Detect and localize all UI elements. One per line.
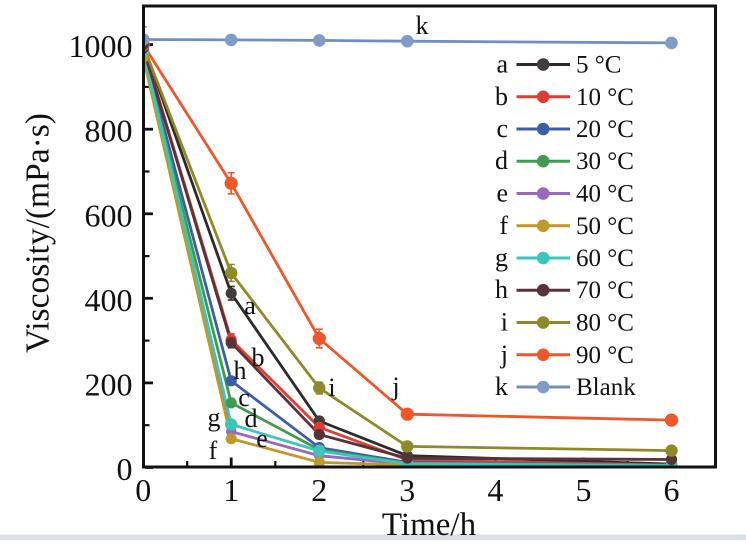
svg-text:g: g [208, 403, 221, 432]
svg-text:i: i [328, 373, 335, 402]
svg-text:2: 2 [311, 472, 327, 508]
svg-text:e: e [496, 179, 508, 208]
svg-text:i: i [501, 308, 508, 337]
svg-text:5 °C: 5 °C [576, 52, 621, 79]
svg-text:b: b [252, 343, 265, 372]
svg-text:d: d [245, 404, 258, 433]
svg-text:70 °C: 70 °C [576, 277, 634, 304]
svg-text:1: 1 [223, 472, 239, 508]
svg-text:0: 0 [117, 451, 133, 487]
svg-text:10 °C: 10 °C [576, 84, 634, 111]
svg-text:600: 600 [85, 197, 133, 233]
svg-text:k: k [495, 372, 508, 401]
svg-text:h: h [234, 356, 247, 385]
svg-text:200: 200 [85, 366, 133, 402]
svg-text:400: 400 [85, 282, 133, 318]
svg-text:g: g [495, 243, 508, 272]
svg-text:h: h [495, 275, 508, 304]
svg-text:j: j [500, 340, 508, 369]
svg-text:c: c [238, 383, 250, 412]
svg-text:k: k [416, 11, 429, 40]
svg-text:f: f [209, 436, 218, 465]
svg-text:e: e [256, 424, 268, 453]
svg-text:Blank: Blank [576, 374, 636, 401]
svg-text:j: j [391, 372, 399, 401]
svg-text:a: a [244, 291, 256, 320]
svg-text:60 °C: 60 °C [576, 245, 634, 272]
svg-text:80 °C: 80 °C [576, 310, 634, 337]
svg-text:Time/h: Time/h [382, 507, 477, 540]
svg-text:800: 800 [85, 113, 133, 149]
svg-text:50 °C: 50 °C [576, 213, 634, 240]
svg-text:1000: 1000 [69, 28, 133, 64]
svg-text:Viscosity/(mPa·s): Viscosity/(mPa·s) [20, 113, 57, 353]
svg-text:d: d [495, 146, 508, 175]
svg-text:b: b [495, 82, 508, 111]
svg-text:90 °C: 90 °C [576, 342, 634, 369]
svg-text:5: 5 [576, 472, 592, 508]
svg-text:20 °C: 20 °C [576, 116, 634, 143]
svg-text:4: 4 [487, 472, 503, 508]
svg-text:f: f [499, 211, 508, 240]
svg-text:a: a [496, 50, 508, 79]
svg-text:30 °C: 30 °C [576, 148, 634, 175]
svg-text:3: 3 [399, 472, 415, 508]
svg-text:6: 6 [664, 472, 680, 508]
svg-text:c: c [496, 114, 508, 143]
svg-text:0: 0 [135, 472, 151, 508]
svg-text:40 °C: 40 °C [576, 181, 634, 208]
